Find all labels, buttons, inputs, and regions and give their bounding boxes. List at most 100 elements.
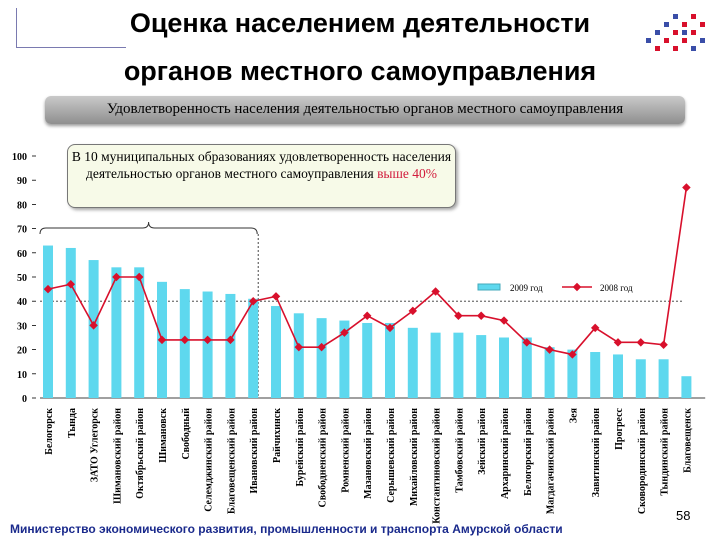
category-label: Свободненский район bbox=[318, 408, 329, 508]
point-2008 bbox=[180, 335, 190, 345]
bar-2009 bbox=[453, 332, 464, 398]
decorative-dots-icon bbox=[646, 14, 705, 51]
category-label: Райчихинск bbox=[272, 408, 283, 463]
point-2008 bbox=[590, 323, 600, 333]
legend-marker-2008 bbox=[572, 282, 582, 292]
decorative-dot bbox=[655, 46, 660, 51]
point-2008 bbox=[294, 342, 304, 352]
category-label: Тында bbox=[67, 408, 78, 438]
point-2008 bbox=[89, 321, 98, 330]
decorative-dot bbox=[691, 30, 696, 35]
point-2008 bbox=[499, 316, 509, 325]
point-2008 bbox=[545, 345, 554, 354]
category-label: Мазановский район bbox=[363, 408, 374, 499]
category-label: Прогресс bbox=[614, 407, 625, 449]
footer-text: Министерство экономического развития, пр… bbox=[10, 522, 563, 536]
page-title-line-2: органов местного самоуправления bbox=[123, 56, 597, 86]
decorative-dot bbox=[682, 22, 687, 27]
decorative-dot bbox=[664, 38, 669, 43]
point-2008 bbox=[636, 338, 646, 347]
category-label: Ивановский район bbox=[249, 408, 260, 494]
category-label: Михайловский район bbox=[409, 408, 420, 506]
point-2008 bbox=[385, 323, 395, 333]
y-tick-label: 90 bbox=[17, 176, 27, 187]
category-label: Ромненский район bbox=[340, 408, 351, 493]
category-label: Белогорский район bbox=[523, 408, 534, 496]
category-label: Селемджинский район bbox=[204, 408, 215, 512]
category-label: Благовещенский район bbox=[226, 408, 237, 514]
bar-2009 bbox=[407, 327, 418, 398]
decorative-dot bbox=[673, 14, 678, 19]
callout-bracket bbox=[39, 221, 258, 235]
y-tick-label: 0 bbox=[22, 394, 27, 405]
bar-2009 bbox=[521, 337, 532, 398]
category-label: Тындинский район bbox=[660, 408, 671, 496]
category-label: Шимановский район bbox=[112, 408, 123, 504]
point-2008 bbox=[659, 340, 668, 350]
bar-2009 bbox=[499, 337, 509, 398]
point-2008 bbox=[317, 342, 326, 352]
decorative-dot bbox=[682, 38, 687, 43]
point-2008 bbox=[682, 183, 691, 192]
point-2008 bbox=[476, 311, 486, 320]
point-2008 bbox=[613, 338, 623, 347]
page-title-line-1: Оценка населением деятельности bbox=[129, 8, 591, 38]
category-label: Тамбовский район bbox=[454, 408, 465, 493]
y-tick-label: 50 bbox=[17, 273, 27, 284]
category-label: Архаринский район bbox=[500, 408, 511, 499]
category-label: Октябрьский район bbox=[135, 408, 146, 499]
point-2008 bbox=[66, 280, 76, 289]
note-highlight: выше 40% bbox=[377, 166, 438, 181]
point-2008 bbox=[362, 311, 372, 320]
category-label: Завитинский район bbox=[591, 408, 602, 497]
decorative-dot bbox=[664, 22, 669, 27]
decorative-rule-vertical bbox=[16, 8, 17, 48]
bar-2009 bbox=[362, 322, 373, 398]
category-label: Серышевский район bbox=[386, 408, 397, 503]
category-label: Белогорск bbox=[44, 408, 55, 455]
point-2008 bbox=[112, 272, 121, 282]
decorative-dot bbox=[691, 14, 696, 19]
bar-2009 bbox=[111, 267, 122, 398]
category-label: Бурейский район bbox=[295, 408, 306, 487]
y-tick-label: 70 bbox=[17, 225, 27, 236]
y-tick-label: 80 bbox=[17, 200, 27, 211]
category-label: Свободный bbox=[181, 408, 192, 460]
chart-subtitle: Удовлетворенность населения деятельность… bbox=[106, 101, 624, 117]
y-tick-label: 30 bbox=[17, 321, 27, 332]
point-2008 bbox=[43, 284, 53, 294]
legend-swatch-2009 bbox=[477, 283, 501, 291]
y-tick-label: 20 bbox=[17, 346, 27, 357]
decorative-dot bbox=[691, 46, 696, 51]
bar-2009 bbox=[65, 247, 76, 398]
point-2008 bbox=[157, 335, 167, 345]
y-tick-label: 40 bbox=[17, 297, 27, 308]
bar-2009 bbox=[544, 347, 555, 398]
bar-2009 bbox=[316, 318, 327, 398]
bar-2009 bbox=[225, 293, 236, 398]
decorative-dot bbox=[673, 46, 678, 51]
decorative-dot bbox=[655, 30, 660, 35]
point-2008 bbox=[408, 306, 418, 316]
y-tick-label: 10 bbox=[17, 370, 27, 381]
category-label: Благовещенск bbox=[682, 408, 693, 473]
point-2008 bbox=[271, 292, 281, 301]
bar-2009 bbox=[248, 298, 259, 398]
bar-2009 bbox=[590, 352, 601, 398]
point-2008 bbox=[522, 338, 532, 347]
decorative-dot bbox=[700, 38, 705, 43]
point-2008 bbox=[431, 287, 440, 296]
note-callout: В 10 муниципальных образованиях удовлетв… bbox=[67, 144, 456, 208]
category-label: ЗАТО Углегорск bbox=[90, 408, 101, 482]
decorative-dot bbox=[682, 30, 687, 35]
point-2008 bbox=[226, 335, 235, 345]
legend-label-2008: 2008 год bbox=[600, 283, 633, 293]
category-label: Зейский район bbox=[477, 408, 488, 475]
bar-2009 bbox=[567, 349, 578, 398]
page-number: 58 bbox=[676, 508, 691, 523]
category-label: Шимановск bbox=[158, 408, 169, 463]
point-2008 bbox=[134, 272, 144, 282]
category-label: Зея bbox=[568, 407, 579, 423]
bar-2009 bbox=[681, 376, 692, 398]
